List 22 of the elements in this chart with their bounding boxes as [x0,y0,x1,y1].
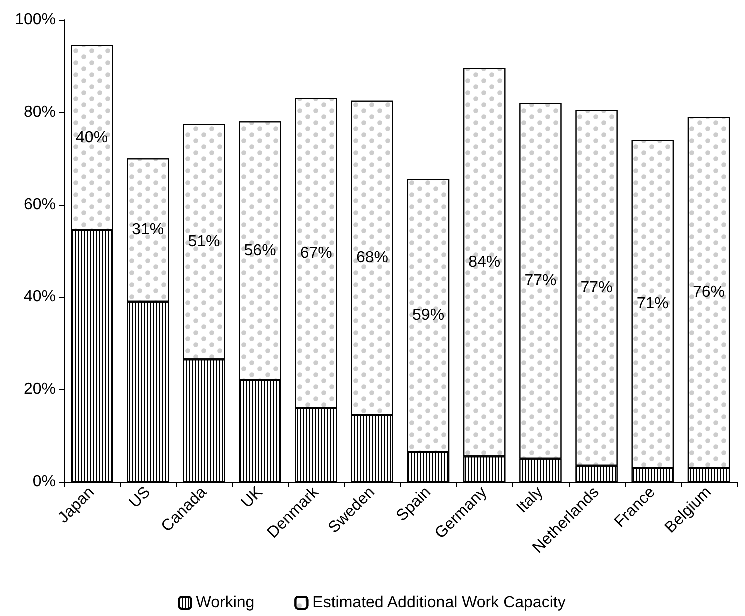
legend-label: Estimated Additional Work Capacity [312,594,566,612]
data-label: 84% [468,254,501,272]
data-label: 51% [188,233,220,250]
y-tick-label: 0% [32,474,56,490]
data-label: 71% [636,296,669,313]
y-tick-label: 100% [15,12,56,28]
data-label: 77% [580,279,613,296]
y-tick-label: 20% [24,381,56,398]
y-tick-label: 60% [24,196,56,214]
data-label: 76% [692,284,725,302]
data-label: 31% [132,222,164,239]
y-tick-label: 80% [24,104,56,121]
legend-label: Working [196,594,255,612]
data-label: 59% [412,307,445,324]
y-tick-label: 40% [24,288,56,306]
data-label: 40% [76,129,108,146]
data-label: 77% [524,272,557,290]
x-tick-label: US [126,484,154,512]
data-label: 67% [300,244,332,262]
data-label: 56% [244,242,276,260]
x-tick-label: UK [238,484,267,512]
data-label: 68% [356,249,388,266]
